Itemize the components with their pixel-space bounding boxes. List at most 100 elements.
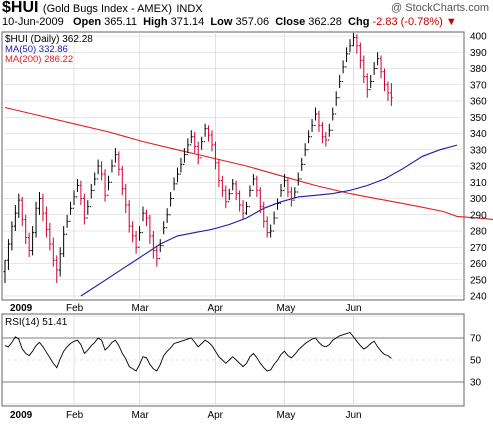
ohlc-bar [179, 157, 183, 175]
ohlc-bar [145, 209, 148, 227]
ohlc-bar [352, 32, 355, 47]
ohlc-bar [224, 185, 228, 209]
ohlc-bar [20, 196, 24, 227]
ohlc-bar [45, 206, 48, 238]
ohlc-bar [165, 208, 169, 229]
rsi-legend: RSI(14) 51.41 [5, 317, 68, 328]
ohlc-bar [245, 201, 248, 215]
ohlc-bar [217, 159, 221, 188]
ohlc-bar [103, 169, 107, 202]
ohlc-bar [214, 141, 217, 170]
ohlc-bar [183, 148, 186, 165]
rsi-xtick-label: Mar [132, 410, 150, 421]
price-ytick-label: 380 [470, 64, 487, 75]
ohlc-bar [355, 34, 359, 54]
price-ytick-label: 300 [470, 194, 487, 205]
rsi-xtick-label: May [276, 410, 295, 421]
ohlc-bar [324, 131, 328, 147]
ohlc-bar [241, 200, 245, 220]
ohlc-bar [131, 221, 135, 243]
ohlc-bar [296, 172, 300, 193]
ohlc-bar [276, 198, 279, 219]
ohlc-bar [3, 259, 7, 283]
ohlc-bar [362, 55, 366, 84]
price-xtick-label: 2009 [10, 303, 33, 314]
ohlc-bar [345, 47, 348, 68]
rsi-ytick-label: 50 [470, 356, 482, 367]
chart-header: $HUI (Gold Bugs Index - AMEX) INDX @ Sto… [0, 0, 493, 32]
ohlc-bar [148, 214, 152, 244]
close-value: 362.28 [308, 16, 342, 28]
price-ytick-label: 320 [470, 162, 487, 173]
ohlc-bar [383, 68, 386, 92]
ohlc-bar [120, 166, 124, 196]
price-ytick-label: 350 [470, 113, 487, 124]
rsi-ytick-label: 70 [470, 334, 482, 345]
ohlc-bar [10, 221, 14, 251]
ohlc-bar [317, 110, 321, 132]
rsi-ytick-label: 30 [470, 378, 482, 389]
ohlc-bar [207, 125, 210, 142]
ohlc-bar [24, 214, 28, 244]
ohlc-bar [310, 118, 314, 138]
ohlc-bar [265, 216, 269, 238]
ohlc-bar [279, 183, 283, 204]
ohlc-bar [93, 172, 97, 191]
ohlc-bar [262, 201, 266, 228]
ohlc-bar [110, 159, 114, 183]
ohlc-bar [227, 188, 231, 203]
ohlc-bar [17, 193, 21, 218]
price-ytick-label: 400 [470, 32, 487, 43]
ohlc-bar [89, 183, 93, 208]
price-ytick-label: 340 [470, 129, 487, 140]
ohlc-bar [100, 161, 103, 181]
ohlc-bar [193, 131, 197, 153]
ohlc-bar [341, 60, 345, 82]
ohlc-bar [248, 185, 252, 208]
ohlc-bar [372, 62, 376, 82]
ohlc-bar [155, 245, 159, 267]
ohlc-bar [114, 148, 117, 167]
ohlc-bar [117, 151, 121, 176]
ohlc-bar [272, 211, 276, 232]
chg-label: Chg [348, 16, 370, 28]
price-ytick-label: 250 [470, 275, 487, 286]
quote-row: 10-Jun-2009 Open 365.11 High 371.14 Low … [2, 16, 457, 28]
price-ytick-label: 260 [470, 259, 487, 270]
ohlc-bar [86, 200, 90, 219]
low-value: 357.06 [235, 16, 270, 28]
main-series-legend: $HUI (Daily) 362.28 [5, 34, 93, 45]
ohlc-bar [203, 123, 207, 143]
ohlc-bar [162, 221, 166, 247]
ohlc-bar [172, 177, 176, 199]
ohlc-bar [327, 123, 331, 141]
down-arrow-icon: ▼ [445, 16, 457, 28]
index-name: (Gold Bugs Index - AMEX) [42, 3, 172, 15]
price-xtick-label: Feb [66, 303, 84, 314]
price-time-axis: 2009 Feb Mar Apr May Jun [10, 303, 362, 314]
ma200-legend: MA(200) 286.22 [5, 54, 73, 65]
ohlc-bar [376, 52, 379, 69]
price-panel: 240 250 260 270 280 290 300 310 320 330 340 350 360 3… [1, 31, 493, 303]
rsi-xtick-label: Jun [345, 410, 361, 421]
ohlc-bar [38, 192, 41, 215]
ohlc-bar [220, 175, 224, 197]
ohlc-bar [169, 192, 172, 216]
high-label: High [143, 16, 168, 28]
rsi-panel: 30 50 70 [1, 313, 482, 407]
low-label: Low [210, 16, 233, 28]
chart-title: $HUI (Gold Bugs Index - AMEX) INDX [2, 0, 203, 17]
price-ytick-label: 280 [470, 227, 487, 238]
ohlc-bar [200, 136, 204, 159]
price-xtick-label: May [276, 303, 295, 314]
price-ytick-label: 370 [470, 80, 487, 91]
ohlc-bar [82, 193, 86, 225]
price-ytick-label: 240 [470, 292, 487, 303]
ohlc-bar [189, 130, 193, 146]
ohlc-bar [300, 157, 304, 180]
ohlc-bar [48, 222, 52, 251]
ohlc-bar [13, 205, 17, 231]
ohlc-bar [269, 224, 273, 238]
price-ytick-label: 290 [470, 210, 487, 221]
price-xtick-label: Jun [345, 303, 361, 314]
